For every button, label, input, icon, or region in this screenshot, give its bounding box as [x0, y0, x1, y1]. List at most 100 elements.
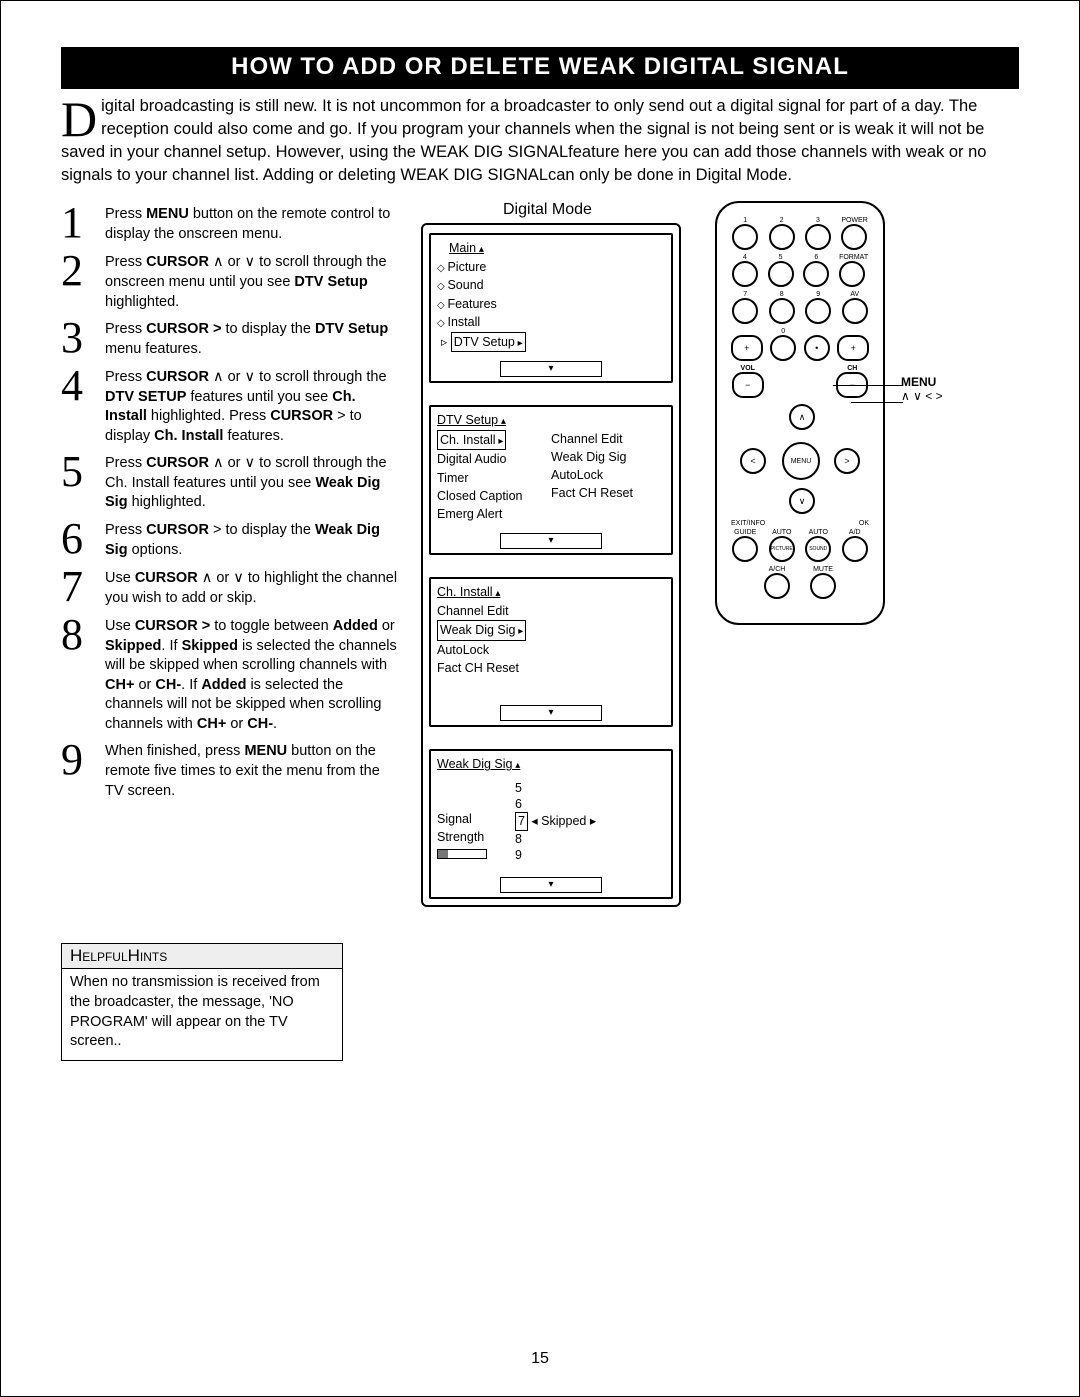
screen-main-menu: Main PictureSoundFeaturesInstall ▹ DTV S…	[429, 233, 673, 383]
screens-column: Digital Mode Main PictureSoundFeaturesIn…	[421, 201, 681, 907]
remote-btn-ch-up[interactable]: +	[837, 335, 869, 361]
menu-item: Timer	[437, 469, 551, 487]
step-text: Use CURSOR ∧ or ∨ to highlight the chann…	[105, 565, 401, 609]
page-title: HOW TO ADD OR DELETE WEAK DIGITAL SIGNAL	[61, 47, 1019, 89]
remote-btn-auto-sound[interactable]: SOUND	[805, 536, 831, 562]
menu-item: Channel Edit	[551, 430, 665, 448]
screen-stack: Main PictureSoundFeaturesInstall ▹ DTV S…	[421, 223, 681, 907]
menu-item: Install	[437, 313, 665, 332]
step-text: Use CURSOR > to toggle between Added or …	[105, 613, 401, 734]
remote-btn-ad[interactable]	[842, 536, 868, 562]
step: 5Press CURSOR ∧ or ∨ to scroll through t…	[61, 450, 401, 513]
remote-btn-5[interactable]	[768, 261, 794, 287]
remote-btn-0[interactable]	[770, 335, 796, 361]
step-number: 5	[61, 450, 105, 513]
screen1-selected: DTV Setup	[451, 332, 526, 353]
menu-item: Features	[437, 295, 665, 314]
remote-callout-labels: MENU ∧ ∨ < >	[901, 375, 943, 403]
step-text: Press CURSOR ∧ or ∨ to scroll through th…	[105, 364, 401, 446]
step-text: Press CURSOR ∧ or ∨ to scroll through th…	[105, 450, 401, 513]
step: 4Press CURSOR ∧ or ∨ to scroll through t…	[61, 364, 401, 446]
step-number: 2	[61, 249, 105, 312]
step-number: 1	[61, 201, 105, 245]
menu-item: AutoLock	[437, 641, 665, 659]
remote-cursor-down[interactable]: ∨	[789, 488, 815, 514]
step-text: Press CURSOR > to display the Weak Dig S…	[105, 517, 401, 561]
mode-label: Digital Mode	[421, 201, 681, 219]
down-arrow-icon: ▾	[500, 705, 602, 721]
remote-btn-guide[interactable]	[732, 536, 758, 562]
remote-cursor-right[interactable]: >	[834, 448, 860, 474]
intro-text: igital broadcasting is still new. It is …	[61, 97, 986, 184]
remote-btn-format[interactable]	[839, 261, 865, 287]
remote-btn-av[interactable]	[842, 298, 868, 324]
remote-btn-4[interactable]	[732, 261, 758, 287]
dropcap: D	[61, 95, 101, 139]
down-arrow-icon: ▾	[500, 877, 602, 893]
menu-item: Sound	[437, 276, 665, 295]
page-number: 15	[1, 1350, 1079, 1368]
screen-weak-dig-sig: Weak Dig Sig Signal Strength 567 ◂ Skipp…	[429, 749, 673, 899]
menu-item: Weak Dig Sig	[437, 620, 665, 641]
screen2-header: DTV Setup	[437, 413, 506, 427]
step-number: 9	[61, 738, 105, 801]
channel-row: 5	[515, 780, 596, 796]
menu-item: Picture	[437, 258, 665, 277]
callout-line	[851, 402, 903, 403]
remote-btn-7[interactable]	[732, 298, 758, 324]
remote-btn-auto-picture[interactable]: PICTURE	[769, 536, 795, 562]
remote-btn-dot[interactable]: •	[804, 335, 830, 361]
remote-btn-ach[interactable]	[764, 573, 790, 599]
step-text: When finished, press MENU button on the …	[105, 738, 401, 801]
signal-label: Signal	[437, 810, 515, 828]
menu-item: AutoLock	[551, 466, 665, 484]
menu-item: Ch. Install	[437, 430, 551, 451]
remote-btn-6[interactable]	[803, 261, 829, 287]
remote-btn-menu[interactable]: MENU	[782, 442, 820, 480]
remote-btn-2[interactable]	[769, 224, 795, 250]
menu-item: Digital Audio	[437, 450, 551, 468]
step-number: 3	[61, 316, 105, 360]
remote-control: 1 2 3 POWER 4 5 6 FORMAT 7 8 9 AV	[715, 201, 885, 625]
channel-row: 9	[515, 847, 596, 863]
strength-label: Strength	[437, 828, 515, 846]
remote-btn-1[interactable]	[732, 224, 758, 250]
remote-btn-mute[interactable]	[810, 573, 836, 599]
step: 1Press MENU button on the remote control…	[61, 201, 401, 245]
remote-cursor-up[interactable]: ∧	[789, 404, 815, 430]
remote-btn-9[interactable]	[805, 298, 831, 324]
remote-btn-vol-up[interactable]: +	[731, 335, 763, 361]
callout-line	[833, 385, 903, 386]
manual-page: HOW TO ADD OR DELETE WEAK DIGITAL SIGNAL…	[0, 0, 1080, 1397]
remote-btn-8[interactable]	[769, 298, 795, 324]
remote-btn-power[interactable]	[841, 224, 867, 250]
screen4-header: Weak Dig Sig	[437, 757, 520, 771]
step: 9When finished, press MENU button on the…	[61, 738, 401, 801]
step-number: 8	[61, 613, 105, 734]
step: 6Press CURSOR > to display the Weak Dig …	[61, 517, 401, 561]
menu-item: Weak Dig Sig	[551, 448, 665, 466]
step: 7Use CURSOR ∧ or ∨ to highlight the chan…	[61, 565, 401, 609]
step: 8Use CURSOR > to toggle between Added or…	[61, 613, 401, 734]
helpful-hints-body: When no transmission is received from th…	[62, 969, 342, 1059]
step-number: 6	[61, 517, 105, 561]
remote-btn-vol-down[interactable]: −	[732, 372, 764, 398]
step: 3Press CURSOR > to display the DTV Setup…	[61, 316, 401, 360]
menu-item: Channel Edit	[437, 602, 665, 620]
remote-cursor-left[interactable]: <	[740, 448, 766, 474]
step-number: 7	[61, 565, 105, 609]
menu-item: Fact CH Reset	[437, 659, 665, 677]
menu-item: Closed Caption	[437, 487, 551, 505]
exit-info-label: EXIT/INFO	[731, 520, 765, 527]
down-arrow-icon: ▾	[500, 533, 602, 549]
menu-callout: MENU	[901, 375, 943, 389]
step-number: 4	[61, 364, 105, 446]
helpful-hints-box: HelpfulHints When no transmission is rec…	[61, 943, 343, 1060]
menu-item: Emerg Alert	[437, 505, 551, 523]
remote-column: 1 2 3 POWER 4 5 6 FORMAT 7 8 9 AV	[715, 201, 1019, 907]
arrows-callout: ∧ ∨ < >	[901, 389, 943, 403]
channel-row: 8	[515, 831, 596, 847]
down-arrow-icon: ▾	[500, 361, 602, 377]
remote-btn-3[interactable]	[805, 224, 831, 250]
screen-ch-install: Ch. Install Channel EditWeak Dig SigAuto…	[429, 577, 673, 727]
